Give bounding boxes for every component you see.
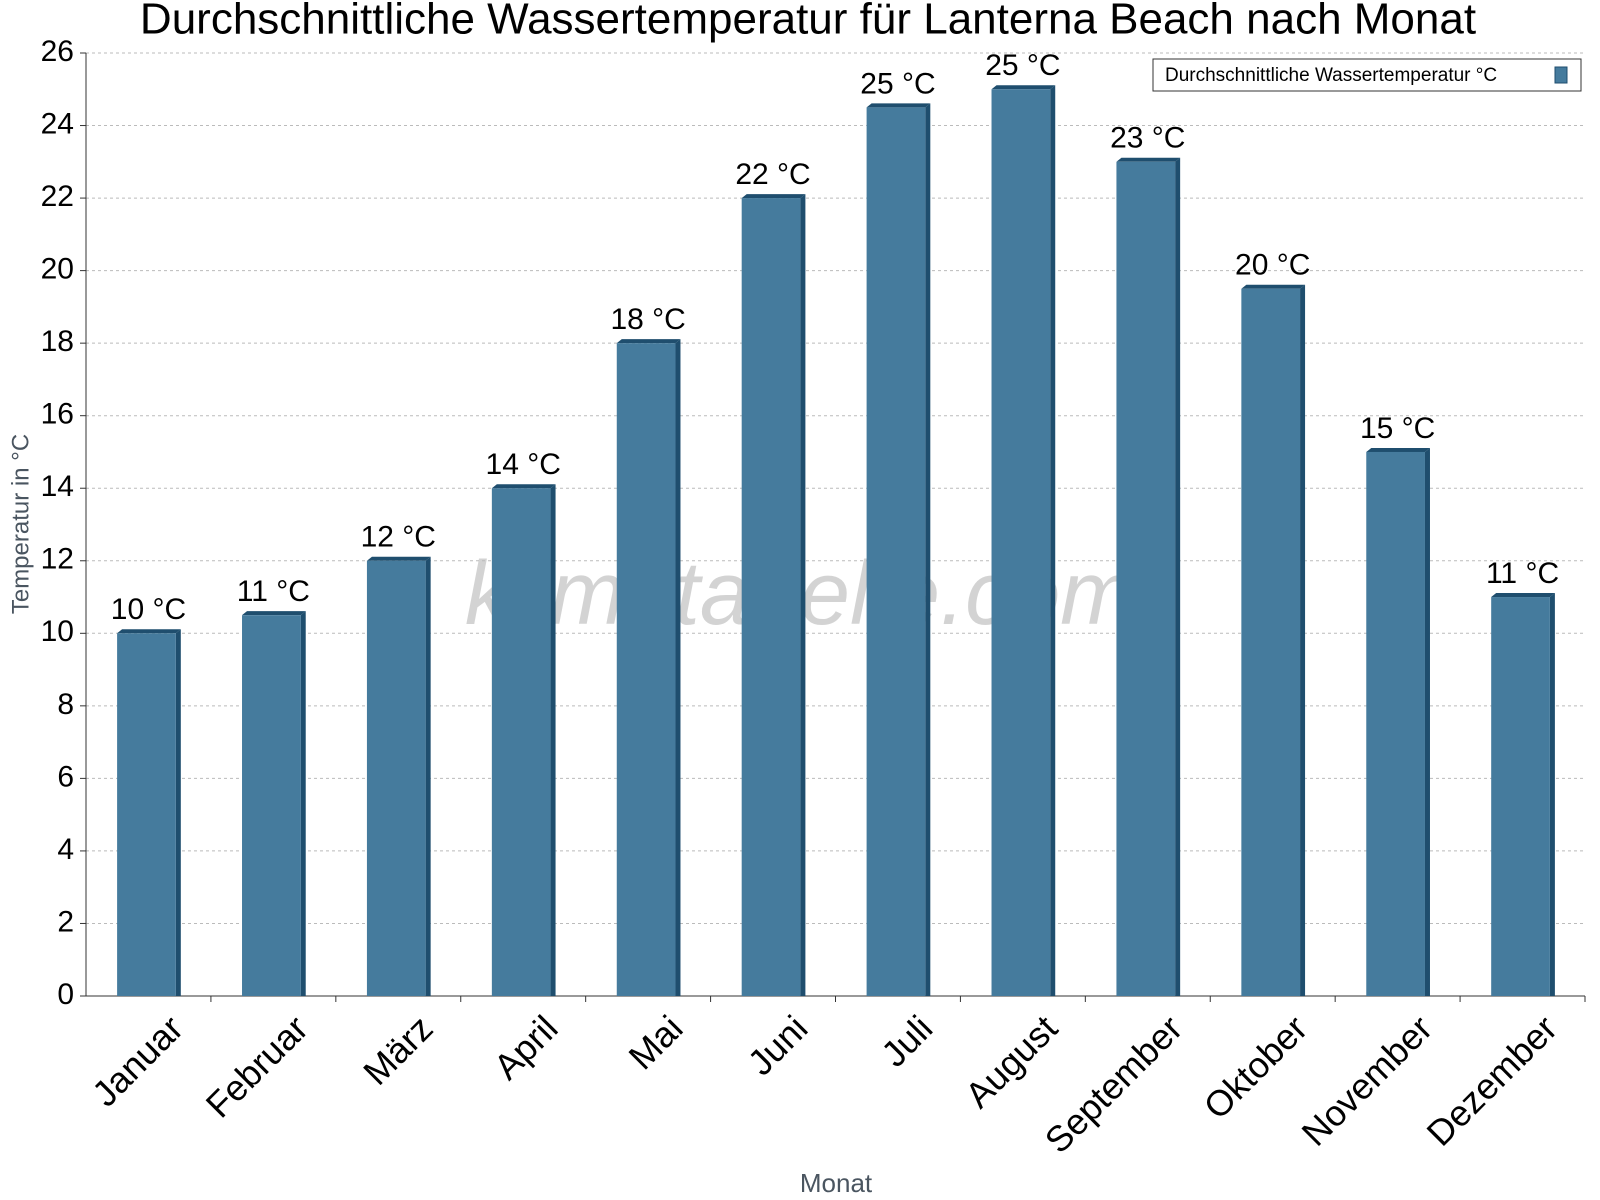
x-tick-label: Juli — [873, 1007, 940, 1074]
value-label: 15 °C — [1360, 412, 1435, 445]
y-tick-label: 22 — [41, 180, 74, 213]
bar-top — [1241, 284, 1306, 289]
bar — [1491, 597, 1550, 996]
bar — [117, 633, 176, 996]
x-axis-label: Monat — [800, 1168, 873, 1198]
bar — [1116, 161, 1176, 997]
value-label: 14 °C — [486, 448, 561, 481]
bar-top — [117, 629, 181, 634]
bar — [741, 198, 801, 997]
bar — [1366, 451, 1425, 996]
x-tick-label: Dezember — [1419, 1007, 1565, 1153]
x-tick-label: Juni — [740, 1007, 816, 1083]
bar-side — [800, 194, 806, 997]
y-tick-label: 4 — [57, 833, 74, 866]
y-tick-label: 2 — [57, 905, 74, 938]
bar-side — [1549, 593, 1555, 996]
value-label: 18 °C — [610, 303, 685, 336]
y-tick-label: 26 — [41, 35, 74, 68]
y-axis-label: Temperatur in °C — [7, 434, 34, 614]
bar-top — [991, 85, 1056, 90]
bar-top — [1116, 157, 1181, 162]
y-tick-label: 8 — [57, 688, 74, 721]
bar-side — [925, 103, 931, 996]
bar-top — [616, 339, 681, 344]
y-tick-label: 14 — [41, 470, 74, 503]
bar-side — [425, 556, 431, 996]
bar-side — [1050, 85, 1056, 997]
bar-side — [300, 611, 306, 996]
bar-top — [741, 194, 806, 199]
bar-top — [366, 556, 431, 561]
y-tick-label: 18 — [41, 325, 74, 358]
bar-top — [1491, 593, 1555, 598]
x-tick-label: April — [486, 1007, 566, 1087]
value-label: 25 °C — [985, 49, 1060, 82]
bar-top — [491, 484, 556, 489]
value-label: 10 °C — [111, 593, 186, 626]
x-tick-label: Februar — [198, 1007, 316, 1125]
value-label: 20 °C — [1235, 249, 1310, 282]
x-tick-label: September — [1037, 1007, 1191, 1161]
x-tick-label: November — [1294, 1007, 1440, 1153]
bar — [1241, 288, 1301, 996]
x-tick-label: Januar — [84, 1007, 191, 1114]
x-tick-label: Oktober — [1196, 1007, 1316, 1127]
bar — [991, 89, 1051, 997]
bar-side — [1175, 157, 1181, 997]
y-tick-label: 0 — [57, 978, 74, 1011]
y-tick-label: 12 — [41, 543, 74, 576]
value-label: 12 °C — [361, 521, 436, 554]
value-label: 11 °C — [237, 575, 310, 608]
bar-top — [242, 611, 306, 616]
bar-side — [675, 339, 681, 997]
bar-top — [1366, 447, 1430, 452]
value-label: 25 °C — [860, 67, 935, 100]
bar-side — [1300, 284, 1306, 996]
bar — [491, 488, 551, 996]
legend-box — [1152, 58, 1582, 92]
y-tick-label: 16 — [41, 398, 74, 431]
x-tick-label: März — [355, 1007, 441, 1093]
value-label: 11 °C — [1486, 557, 1559, 590]
bar — [242, 615, 301, 996]
legend-swatch — [1554, 66, 1568, 84]
x-tick-label: Mai — [620, 1007, 690, 1077]
y-tick-label: 24 — [41, 107, 74, 140]
bar-side — [1424, 447, 1430, 996]
value-label: 23 °C — [1110, 122, 1185, 155]
bar — [866, 107, 926, 996]
legend-label: Durchschnittliche Wassertemperatur °C — [1165, 65, 1497, 86]
y-tick-label: 6 — [57, 760, 74, 793]
bar-side — [175, 629, 181, 996]
y-tick-label: 10 — [41, 615, 74, 648]
y-tick-label: 20 — [41, 253, 74, 286]
value-label: 22 °C — [735, 158, 810, 191]
chart-title: Durchschnittliche Wassertemperatur für L… — [140, 0, 1476, 44]
bar-side — [550, 484, 556, 996]
bar — [616, 343, 676, 997]
x-tick-label: August — [957, 1007, 1065, 1115]
bar — [366, 560, 426, 996]
bar-top — [866, 103, 931, 108]
